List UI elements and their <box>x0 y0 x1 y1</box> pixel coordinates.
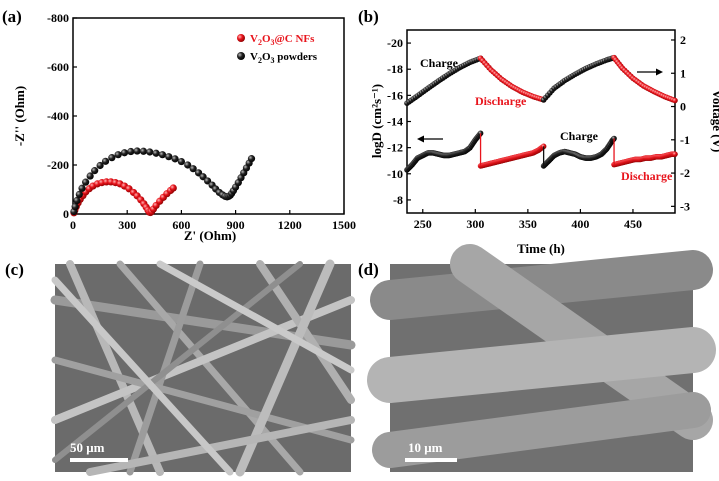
b-point <box>672 97 678 104</box>
a-xtick-label: 1500 <box>332 218 356 232</box>
b-ytick-label: -20 <box>387 36 403 50</box>
b-y2tick-label: -3 <box>680 199 690 213</box>
scale-text-c: 50 μm <box>70 440 105 455</box>
powders-point <box>189 165 197 173</box>
powders-point <box>133 147 141 155</box>
powders-point <box>184 161 192 169</box>
scale-bar-d <box>405 458 457 462</box>
powders-point <box>101 157 110 165</box>
a-xtick-label: 300 <box>118 218 136 232</box>
b-y2tick-label: 0 <box>680 100 686 114</box>
panel-b-y2label: Voltage (V) <box>710 90 719 153</box>
panel-b-ylabel: logD (cm²s⁻¹) <box>369 84 384 158</box>
powders-point <box>146 148 154 156</box>
legend-marker-powders <box>237 52 245 60</box>
powders-point <box>120 149 129 157</box>
b-ytick-label: -16 <box>387 88 403 102</box>
b-y2tick-label: 1 <box>680 66 686 80</box>
a-xtick-label: 1200 <box>278 218 302 232</box>
legend-label-nfs: V2O3@C NFs <box>250 33 315 47</box>
powders-point <box>247 155 256 163</box>
scale-text-d: 10 μm <box>408 440 443 455</box>
panel-a-data <box>70 147 256 217</box>
panel-b-xlabel: Time (h) <box>517 241 565 256</box>
powders-point <box>165 153 173 161</box>
annot-charge-2: Charge <box>560 129 599 143</box>
powders-point <box>91 167 99 175</box>
powders-point <box>82 178 90 186</box>
b-xtick-label: 300 <box>466 217 484 231</box>
a-xtick-label: 600 <box>172 218 190 232</box>
powders-point <box>177 157 185 166</box>
sem-image-c: 50 μm <box>50 259 356 477</box>
b-xtick-label: 450 <box>624 217 642 231</box>
powders-point <box>152 149 160 157</box>
b-ytick-label: -8 <box>393 193 403 207</box>
panel-a-ylabel: -Z'' (Ohm) <box>12 86 27 146</box>
powders-point <box>73 196 81 205</box>
panel-label-c: (c) <box>5 260 24 279</box>
powders-point <box>199 173 207 181</box>
panel-label-a: (a) <box>2 7 22 26</box>
powders-point <box>158 151 167 159</box>
b-xtick-label: 400 <box>571 217 589 231</box>
a-ytick-label: -800 <box>47 11 69 25</box>
panel-b-data <box>404 54 678 173</box>
a-ytick-label: -600 <box>47 60 69 74</box>
scale-bar-c <box>70 458 128 462</box>
panel-label-b: (b) <box>358 7 379 26</box>
b-ytick-label: -10 <box>387 167 403 181</box>
legend-label-powders: V2O3 powders <box>250 51 318 65</box>
a-ytick-label: -400 <box>47 109 69 123</box>
b-ytick-label: -14 <box>387 115 403 129</box>
b-ytick-label: -12 <box>387 141 403 155</box>
powders-point <box>78 184 86 192</box>
annot-charge-1: Charge <box>420 56 459 70</box>
b-ytick-label: -18 <box>387 62 403 76</box>
arrow-right-axis <box>637 68 663 76</box>
powders-point <box>86 172 94 180</box>
legend-marker-nfs <box>237 34 245 42</box>
powders-point <box>71 203 79 211</box>
annot-discharge-2: Discharge <box>621 169 673 183</box>
a-xtick-label: 0 <box>70 218 76 232</box>
powders-point <box>108 154 116 162</box>
powders-point <box>127 147 135 156</box>
b-y2tick-label: 2 <box>680 33 686 47</box>
panel-a-axis-ticks: 0 300 600 900 1200 1500 0 -200 -400 -600 -800 <box>47 11 356 232</box>
panel-b-axis-ticks: 250 300 350 400 450-8-10-12-14-16-18-20-3-2-… <box>387 33 690 231</box>
b-point <box>672 151 678 157</box>
powders-point <box>171 155 179 163</box>
powders-point <box>139 147 148 155</box>
b-y2tick-label: -1 <box>680 133 690 147</box>
panel-a-chart: 0 300 600 900 1200 1500 0 -200 -400 -600 -800 Z' (… <box>12 11 356 243</box>
b-xtick-label: 350 <box>519 217 537 231</box>
b-y2tick-label: -2 <box>680 166 690 180</box>
panel-a-xlabel: Z' (Ohm) <box>184 228 236 243</box>
b-xtick-label: 250 <box>414 217 432 231</box>
a-ytick-label: 0 <box>63 207 69 221</box>
panel-b-chart: 250 300 350 400 450-8-10-12-14-16-18-20-3-2-… <box>369 29 719 256</box>
panel-label-d: (d) <box>358 260 379 279</box>
powders-point <box>75 190 83 198</box>
arrow-left-axis <box>417 135 443 143</box>
powders-point <box>96 161 104 170</box>
sem-image-d: 10 μm <box>367 244 716 472</box>
a-xtick-label: 900 <box>227 218 245 232</box>
powders-point <box>114 151 122 159</box>
a-ytick-label: -200 <box>47 158 69 172</box>
powders-point <box>203 177 212 185</box>
nfs-point <box>169 184 177 192</box>
panel-a-legend: V2O3@C NFs V2O3 powders <box>237 33 318 65</box>
annot-discharge-1: Discharge <box>475 94 527 108</box>
